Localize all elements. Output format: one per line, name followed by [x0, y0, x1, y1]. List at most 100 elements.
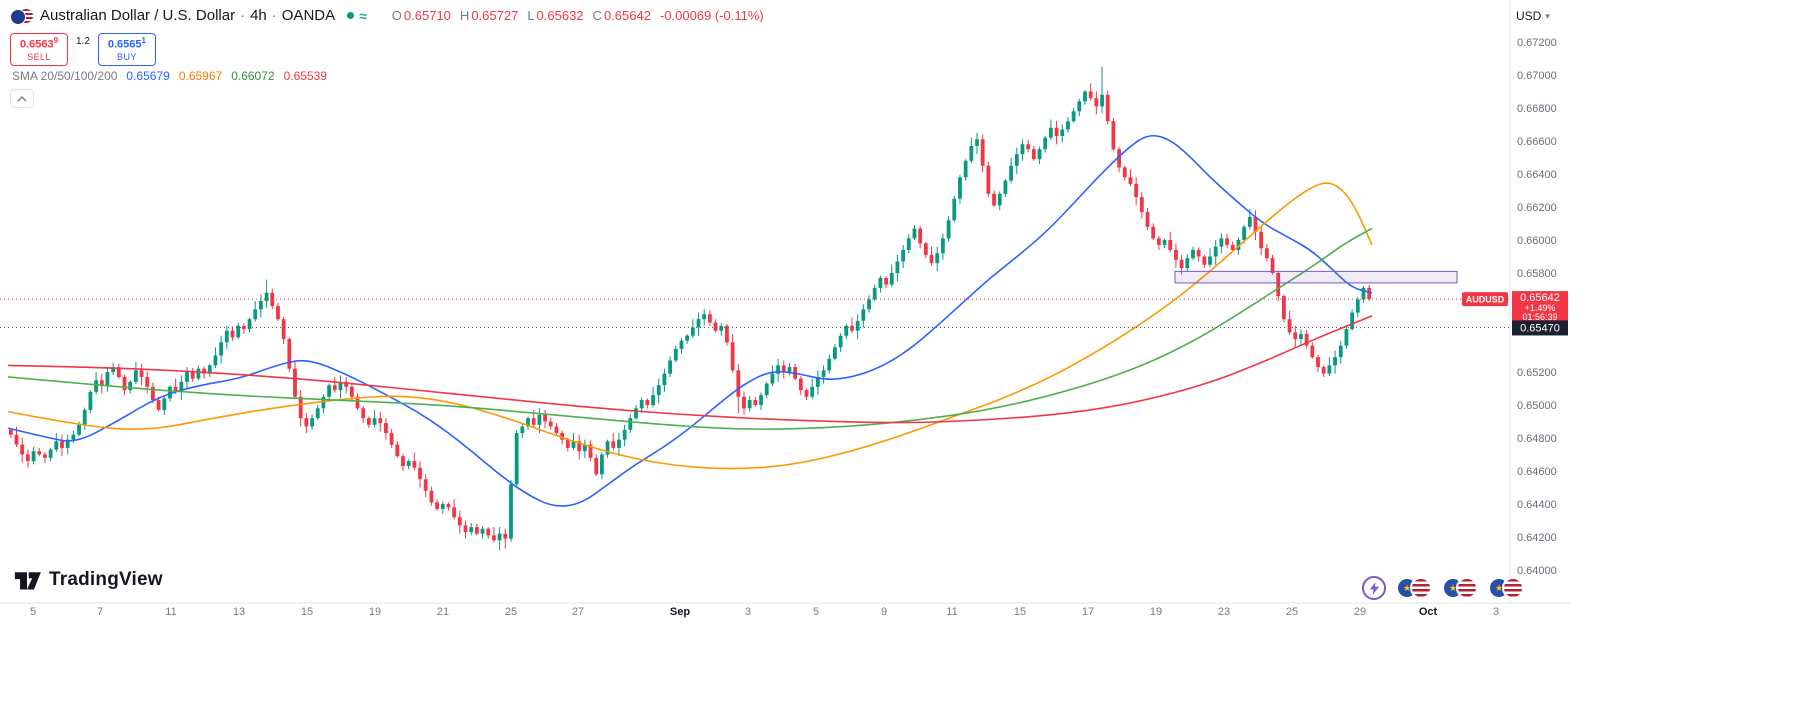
time-tick-label: 17: [1082, 606, 1094, 618]
price-tick-label: 0.65800: [1517, 268, 1557, 280]
price-tick-label: 0.66000: [1517, 235, 1557, 247]
us-flag-icon: [1410, 577, 1432, 599]
open-label: O: [391, 8, 402, 23]
time-tick-label: 19: [369, 606, 381, 618]
time-tick-label: 3: [745, 606, 751, 618]
spread-value: 1.2: [76, 36, 90, 47]
sma50-value: 0.65967: [178, 69, 223, 83]
open-value: 0.65710: [403, 8, 451, 23]
sma20-value: 0.65679: [126, 69, 170, 83]
price-tick-label: 0.64000: [1517, 565, 1557, 577]
tradingview-wordmark: TradingView: [49, 569, 163, 590]
price-tick-label: 0.64400: [1517, 499, 1557, 511]
sma-200-line[interactable]: [7, 315, 1373, 424]
sell-price-pip: 9: [53, 36, 59, 45]
sma-label: SMA 20/50/100/200: [12, 69, 118, 83]
sell-label: SELL: [27, 51, 51, 62]
bar-countdown-text: 01:56:39: [1522, 312, 1557, 322]
candles-layer[interactable]: [8, 66, 1372, 551]
time-tick-label: Sep: [670, 606, 690, 618]
price-tick-label: 0.65200: [1517, 367, 1557, 379]
change-value: -0.00069 (-0.11%): [659, 8, 764, 23]
sma200-value: 0.65539: [283, 69, 327, 83]
tradingview-mark-icon: [14, 572, 41, 590]
price-tick-label: 0.67200: [1517, 37, 1557, 49]
price-scale[interactable]: 0.67200 0.67000 0.66800 0.66600 0.66400 0.662…: [1517, 37, 1557, 577]
us-flag-icon: [1456, 577, 1478, 599]
approx-data-icon: ≈: [359, 7, 367, 24]
interval-value[interactable]: 4h: [250, 7, 267, 24]
sma100-value: 0.66072: [231, 69, 275, 83]
time-tick-label: 13: [233, 606, 245, 618]
current-price-badge: [1512, 291, 1568, 322]
close-label: C: [592, 8, 602, 23]
secondary-price-badge: [1512, 320, 1568, 336]
buy-sell-widget: 0.65639 SELL 1.2 0.65651 BUY: [10, 33, 156, 66]
symbol-header: Australian Dollar / U.S. Dollar · 4h · O…: [10, 7, 764, 25]
symbol-title[interactable]: Australian Dollar / U.S. Dollar: [40, 7, 236, 24]
price-tick-label: 0.66200: [1517, 202, 1557, 214]
high-value: 0.65727: [471, 8, 519, 23]
price-tick-label: 0.66800: [1517, 103, 1557, 115]
rectangle-drawing[interactable]: [1174, 270, 1458, 284]
time-tick-label: 23: [1218, 606, 1230, 618]
time-tick-label: 9: [881, 606, 887, 618]
us-flag-icon: [1502, 577, 1524, 599]
flash-events-button[interactable]: [1362, 576, 1386, 600]
price-tick-label: 0.66400: [1517, 169, 1557, 181]
lightning-icon: [1369, 581, 1379, 595]
time-tick-label: 11: [946, 606, 957, 618]
buy-price-pip: 1: [141, 36, 146, 45]
symbol-name-badge-text: AUDUSD: [1466, 295, 1505, 305]
low-label: L: [527, 8, 535, 23]
sma-20-line[interactable]: [7, 134, 1373, 507]
economic-event-flags[interactable]: ★: [1488, 577, 1524, 599]
time-tick-label: 15: [1014, 606, 1026, 618]
current-price-text: 0.65642: [1520, 292, 1560, 304]
time-scale[interactable]: 5 7 11 13 15 19 21 25 27 Sep 3 5 9 11 15 17 19 23 25 29 Oct 3: [30, 606, 1499, 618]
secondary-price-text: 0.65470: [1520, 322, 1560, 334]
market-open-dot-icon: [347, 12, 355, 19]
economic-event-flags[interactable]: ★: [1442, 577, 1478, 599]
separator: ·: [240, 7, 246, 24]
change-percent-text: +1.49%: [1525, 303, 1556, 313]
time-tick-label: 5: [813, 606, 819, 618]
sma-indicator-legend[interactable]: SMA 20/50/100/200 0.65679 0.65967 0.6607…: [12, 69, 336, 83]
close-value: 0.65642: [603, 8, 651, 23]
pair-flag-icon: [10, 8, 34, 25]
economic-event-flags[interactable]: ★: [1396, 577, 1432, 599]
buy-price: 0.6565: [107, 38, 142, 51]
time-tick-label: 29: [1354, 606, 1366, 618]
high-label: H: [459, 8, 470, 23]
tradingview-logo[interactable]: TradingView: [12, 567, 163, 593]
currency-label: USD: [1516, 9, 1542, 23]
chevron-down-icon: ▾: [1545, 10, 1550, 21]
time-tick-label: 25: [505, 606, 517, 618]
time-tick-label: 21: [437, 606, 449, 618]
time-tick-label: 15: [301, 606, 313, 618]
exchange-name[interactable]: OANDA: [281, 7, 336, 24]
price-tick-label: 0.64800: [1517, 433, 1557, 445]
time-tick-label: 3: [1493, 606, 1499, 618]
currency-selector[interactable]: USD ▾: [1516, 9, 1550, 23]
sell-button[interactable]: 0.65639 SELL: [10, 33, 68, 66]
symbol-name-badge: [1462, 292, 1508, 307]
timeline-event-icons: ★ ★ ★: [1362, 576, 1524, 600]
sma-50-line[interactable]: [7, 182, 1373, 470]
price-tick-label: 0.64200: [1517, 532, 1557, 544]
sma-100-line[interactable]: [7, 227, 1373, 430]
time-tick-label: 5: [30, 606, 36, 618]
separator: ·: [271, 7, 277, 24]
buy-button[interactable]: 0.65651 BUY: [97, 33, 156, 66]
sell-price: 0.6563: [19, 38, 54, 51]
price-tick-label: 0.64600: [1517, 466, 1557, 478]
time-tick-label: Oct: [1419, 606, 1438, 618]
time-tick-label: 11: [165, 606, 176, 618]
time-tick-label: 27: [572, 606, 584, 618]
time-tick-label: 19: [1150, 606, 1162, 618]
buy-label: BUY: [117, 51, 137, 62]
collapse-panel-button[interactable]: [10, 89, 34, 108]
ohlc-readout: O 0.65710 H 0.65727 L 0.65632 C 0.65642 -0.0…: [383, 8, 764, 23]
